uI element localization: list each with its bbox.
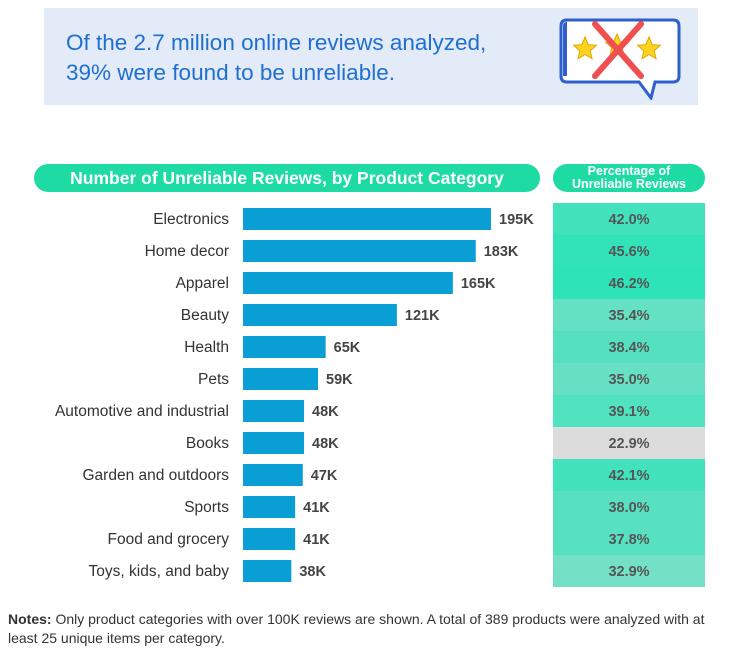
percentage-label: 38.4% xyxy=(608,340,649,356)
percentage-cell xyxy=(553,491,705,523)
percentage-cell xyxy=(553,203,705,235)
bar xyxy=(243,432,305,454)
bar-value-label: 48K xyxy=(312,404,339,420)
bar xyxy=(243,464,303,486)
bar-value-label: 41K xyxy=(303,532,330,548)
percentage-label: 45.6% xyxy=(608,244,649,260)
bar-value-label: 48K xyxy=(312,436,339,452)
bar-value-label: 65K xyxy=(334,340,361,356)
bar xyxy=(243,208,491,230)
percentage-cell xyxy=(553,395,705,427)
star-icon xyxy=(572,35,598,60)
crossed-out-star-rating-speech-bubble-icon xyxy=(559,18,681,100)
bar-value-label: 59K xyxy=(326,372,353,388)
category-label: Pets xyxy=(198,371,229,388)
percentage-cell xyxy=(553,523,705,555)
percentage-cell xyxy=(553,331,705,363)
bar xyxy=(243,336,326,358)
percentage-header: Percentage of Unreliable Reviews xyxy=(553,164,705,192)
percentage-label: 42.0% xyxy=(608,212,649,228)
bar-chart-header: Number of Unreliable Reviews, by Product… xyxy=(34,164,540,192)
percentage-label: 38.0% xyxy=(608,500,649,516)
category-label: Books xyxy=(186,435,229,452)
percentage-label: 42.1% xyxy=(608,468,649,484)
category-label: Food and grocery xyxy=(108,531,230,548)
bar-value-label: 38K xyxy=(299,564,326,580)
bar xyxy=(243,528,296,550)
bar xyxy=(243,304,397,326)
summary-text: Of the 2.7 million online reviews analyz… xyxy=(66,28,536,88)
percentage-label: 35.0% xyxy=(608,372,649,388)
bar xyxy=(243,272,453,294)
percentage-cell xyxy=(553,363,705,395)
bar xyxy=(243,400,305,422)
percentage-cell xyxy=(553,299,705,331)
category-label: Apparel xyxy=(176,275,229,292)
percentage-cell xyxy=(553,267,705,299)
notes-text: Only product categories with over 100K r… xyxy=(8,611,705,646)
category-label: Home decor xyxy=(145,243,229,260)
percentage-label: 39.1% xyxy=(608,404,649,420)
bar-value-label: 41K xyxy=(303,500,330,516)
bar-value-label: 183K xyxy=(484,244,519,260)
notes: Notes: Only product categories with over… xyxy=(8,610,723,648)
percentage-label: 37.8% xyxy=(608,532,649,548)
category-label: Garden and outdoors xyxy=(83,467,230,484)
percentage-cell xyxy=(553,459,705,491)
bar xyxy=(243,560,292,582)
percentage-cell xyxy=(553,555,705,587)
star-icon xyxy=(636,35,662,60)
percentage-label: 22.9% xyxy=(608,436,649,452)
unreliable-reviews-bar-chart: Electronics 195K 42.0% Home decor 183K 45.6% A… xyxy=(55,203,705,587)
cross-line xyxy=(592,21,644,79)
percentage-label: 35.4% xyxy=(608,308,649,324)
bar-value-label: 121K xyxy=(405,308,440,324)
category-label: Sports xyxy=(184,499,229,516)
percentage-label: 32.9% xyxy=(608,564,649,580)
category-label: Automotive and industrial xyxy=(55,403,229,420)
category-label: Toys, kids, and baby xyxy=(89,563,230,580)
bar-value-label: 195K xyxy=(499,212,534,228)
summary-line-1: Of the 2.7 million online reviews analyz… xyxy=(66,30,487,55)
category-label: Beauty xyxy=(181,307,230,324)
notes-label: Notes: xyxy=(8,611,52,627)
percentage-label: 46.2% xyxy=(608,276,649,292)
percentage-header-line-2: Unreliable Reviews xyxy=(572,177,686,191)
bar-value-label: 165K xyxy=(461,276,496,292)
category-label: Electronics xyxy=(153,211,229,228)
category-label: Health xyxy=(184,339,229,356)
percentage-cell xyxy=(553,235,705,267)
bar xyxy=(243,496,296,518)
bar xyxy=(243,368,319,390)
bar xyxy=(243,240,476,262)
bar-value-label: 47K xyxy=(311,468,338,484)
percentage-header-line-1: Percentage of xyxy=(587,164,671,178)
percentage-cell xyxy=(553,427,705,459)
summary-line-2: 39% were found to be unreliable. xyxy=(66,60,395,85)
